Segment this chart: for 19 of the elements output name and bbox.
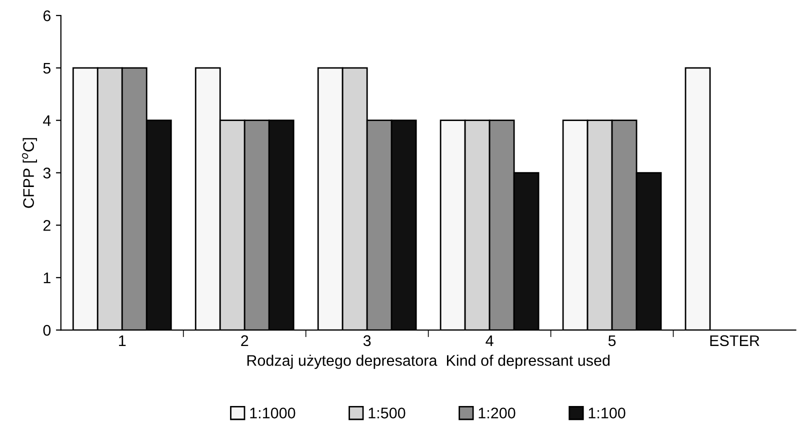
y-axis-title: CFPP [$^{o}$C]	[22, 138, 38, 208]
x-tick-label: 4	[486, 335, 494, 346]
legend-label: 1:200	[478, 408, 516, 418]
y-tick-label: 4	[43, 115, 51, 126]
x-tick-label: 1	[119, 335, 126, 346]
y-tick-label: 5	[43, 62, 51, 74]
y-tick-label: 0	[43, 324, 51, 336]
x-tick-label: 3	[363, 335, 371, 346]
legend-label: 1:500	[368, 408, 406, 418]
x-axis-title: Rodzaj użytego depresatora Kind of depressant used	[247, 354, 610, 369]
y-tick-label: 6	[43, 10, 51, 22]
x-tick-label: 5	[608, 335, 616, 346]
y-tick-label: 3	[43, 168, 51, 178]
x-tick-label: 2	[241, 335, 248, 346]
y-tick-label: 1	[44, 272, 50, 284]
y-tick-label: 2	[43, 220, 50, 231]
legend-label: 1:1000	[250, 408, 296, 418]
x-tick-label: ESTER	[710, 335, 760, 346]
legend-label: 1:100	[588, 408, 626, 418]
